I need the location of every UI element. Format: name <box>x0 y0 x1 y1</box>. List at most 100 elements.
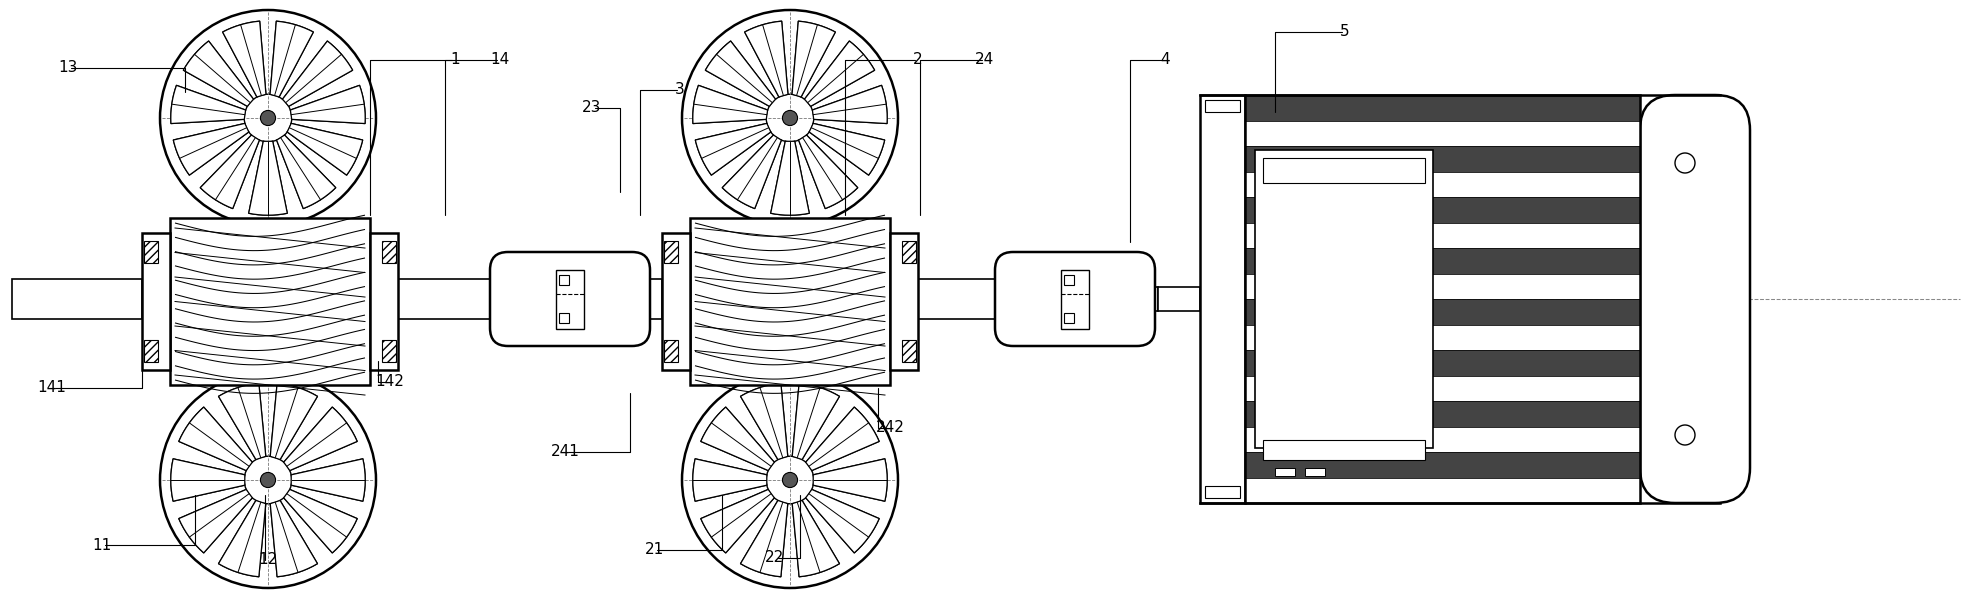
Bar <box>1199 95 1245 503</box>
Bar <box>902 340 916 362</box>
Bar <box>1245 248 1639 273</box>
Circle shape <box>682 372 898 588</box>
Bar <box>1304 468 1326 476</box>
Bar <box>1245 95 1639 503</box>
Polygon shape <box>287 123 363 175</box>
Text: 242: 242 <box>876 420 904 435</box>
Text: 22: 22 <box>765 551 785 566</box>
Bar <box>1245 452 1639 477</box>
Bar <box>145 340 159 362</box>
Bar <box>1263 440 1425 460</box>
Bar <box>1245 222 1639 248</box>
Bar <box>1245 350 1639 376</box>
Bar <box>1060 270 1088 329</box>
Bar <box>1245 477 1639 503</box>
Polygon shape <box>807 489 880 553</box>
Bar <box>1245 401 1639 426</box>
Polygon shape <box>793 383 840 459</box>
Bar <box>1263 158 1425 183</box>
Text: 2: 2 <box>914 53 924 68</box>
Circle shape <box>1675 425 1695 445</box>
Bar <box>1205 486 1241 498</box>
Circle shape <box>161 10 377 226</box>
Circle shape <box>767 456 815 504</box>
Bar <box>918 279 1037 319</box>
Circle shape <box>1675 153 1695 173</box>
Polygon shape <box>184 41 254 106</box>
Text: 12: 12 <box>258 553 277 568</box>
Bar <box>1064 313 1074 323</box>
FancyBboxPatch shape <box>1639 95 1750 503</box>
Bar <box>1274 468 1294 476</box>
Polygon shape <box>721 135 781 209</box>
Text: 21: 21 <box>644 542 664 557</box>
Bar <box>1245 95 1639 121</box>
Bar <box>145 241 159 263</box>
Text: 23: 23 <box>583 100 603 115</box>
Text: 5: 5 <box>1340 25 1350 39</box>
Polygon shape <box>270 21 313 97</box>
Bar <box>1157 287 1199 311</box>
Circle shape <box>682 10 898 226</box>
Bar <box>1245 197 1639 222</box>
Bar <box>1245 121 1639 146</box>
Polygon shape <box>694 86 767 124</box>
Polygon shape <box>799 135 858 209</box>
Polygon shape <box>291 86 365 124</box>
Bar <box>1245 426 1639 452</box>
Polygon shape <box>178 407 252 471</box>
Polygon shape <box>277 135 335 209</box>
Circle shape <box>244 456 291 504</box>
Polygon shape <box>741 501 787 576</box>
Polygon shape <box>222 21 266 97</box>
Polygon shape <box>702 489 775 553</box>
Bar <box>557 270 585 329</box>
Polygon shape <box>283 489 357 553</box>
Polygon shape <box>270 383 317 459</box>
Polygon shape <box>170 459 246 501</box>
Bar <box>1245 376 1639 401</box>
Polygon shape <box>218 501 266 576</box>
Bar <box>1064 275 1074 285</box>
Text: 1: 1 <box>450 53 460 68</box>
Text: 3: 3 <box>676 83 686 97</box>
FancyBboxPatch shape <box>490 252 650 346</box>
Bar <box>559 275 569 285</box>
Text: 24: 24 <box>975 53 995 68</box>
Bar <box>383 241 396 263</box>
Bar <box>664 340 678 362</box>
Polygon shape <box>218 383 266 459</box>
Bar <box>1255 150 1433 448</box>
Polygon shape <box>702 407 775 471</box>
Bar <box>890 233 918 370</box>
Circle shape <box>260 111 275 126</box>
Polygon shape <box>694 459 767 501</box>
Bar <box>383 340 396 362</box>
Bar <box>664 241 678 263</box>
Bar <box>902 241 916 263</box>
Polygon shape <box>248 141 287 215</box>
Text: 13: 13 <box>57 60 77 75</box>
Polygon shape <box>200 135 260 209</box>
Circle shape <box>783 472 797 487</box>
Bar <box>690 218 890 385</box>
Text: 141: 141 <box>38 380 67 395</box>
Polygon shape <box>807 407 880 471</box>
Bar <box>559 313 569 323</box>
Polygon shape <box>696 123 771 175</box>
Polygon shape <box>283 407 357 471</box>
Text: 241: 241 <box>551 444 579 459</box>
Bar <box>1245 273 1639 299</box>
Text: 4: 4 <box>1159 53 1169 68</box>
Bar <box>12 279 143 319</box>
FancyBboxPatch shape <box>995 252 1156 346</box>
Bar <box>1245 146 1639 172</box>
Circle shape <box>260 472 275 487</box>
Text: 142: 142 <box>375 374 404 389</box>
Polygon shape <box>745 21 789 97</box>
Bar <box>1245 172 1639 197</box>
Polygon shape <box>813 459 888 501</box>
Circle shape <box>783 111 797 126</box>
Text: 14: 14 <box>490 53 509 68</box>
Polygon shape <box>706 41 775 106</box>
